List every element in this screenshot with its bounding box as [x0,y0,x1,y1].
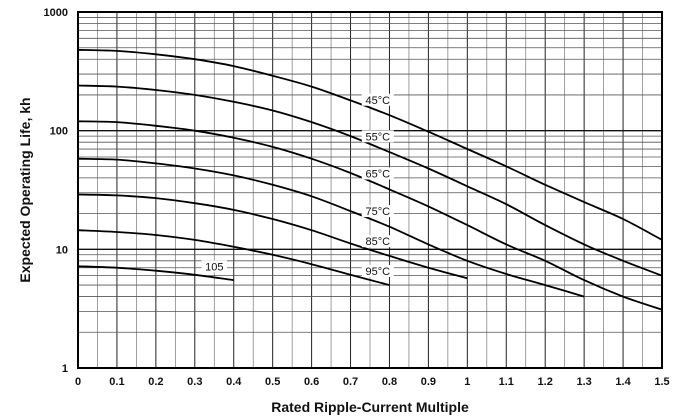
x-tick-label: 1.4 [615,376,631,388]
y-axis-label: Expected Operating Life, kh [17,97,33,282]
grid [77,12,663,369]
y-tick-labels: 1 10 100 1000 [44,7,68,375]
curve-label-75c: 75°C [365,206,390,218]
curve-label-bg [361,130,394,143]
x-tick-label: 0.5 [265,376,280,388]
curve-label-65c: 65°C [365,168,390,180]
plot-frame [77,11,663,369]
curve-95c [77,229,390,286]
x-tick-label: 0.2 [148,376,163,388]
curve-label-85c: 85°C [365,236,390,248]
x-axis-label: Rated Ripple-Current Multiple [271,399,469,415]
x-tick-label: 0 [75,376,81,388]
curve-label-bg [361,235,394,248]
x-tick-label: 0.4 [226,376,242,388]
curve-label-55c: 55°C [365,131,390,143]
x-tick-label: 1.2 [538,376,553,388]
x-tick-label: 0.3 [187,376,202,388]
y-tick-label: 100 [50,126,68,138]
curve-65c [77,120,663,311]
x-tick-label: 0.1 [109,376,124,388]
x-tick-label: 0.9 [421,376,436,388]
x-tick-labels: 0 0.1 0.2 0.3 0.4 0.5 0.6 0.7 0.8 0.9 1 1.1 1.2 1.3 1.… [75,376,670,388]
curve-label-bg [361,167,394,180]
x-tick-label: 1.1 [499,376,514,388]
x-tick-label: 1.3 [576,376,591,388]
curve-label-45c: 45°C [365,95,390,107]
curves: 45°C 55°C 65°C 75°C 85°C 95°C 105 [77,48,663,311]
x-tick-label: 1.5 [654,376,669,388]
curve-label-bg [361,205,394,218]
curve-75c [77,157,585,298]
x-tick-label: 0.8 [382,376,397,388]
curve-45c [77,48,663,241]
y-tick-label: 10 [56,244,68,256]
y-tick-label: 1 [62,363,68,375]
curve-85c [77,193,468,280]
x-tick-label: 0.7 [343,376,358,388]
curve-label-bg [201,260,228,273]
x-tick-label: 1 [464,376,470,388]
curve-label-95c: 95°C [365,266,390,278]
curve-label-bg [361,264,394,277]
curve-label-105: 105 [205,261,223,273]
curve-105 [77,265,234,281]
curve-label-bg [361,93,394,106]
curve-55c [77,84,663,277]
y-tick-label: 1000 [44,7,68,19]
x-tick-label: 0.6 [304,376,319,388]
